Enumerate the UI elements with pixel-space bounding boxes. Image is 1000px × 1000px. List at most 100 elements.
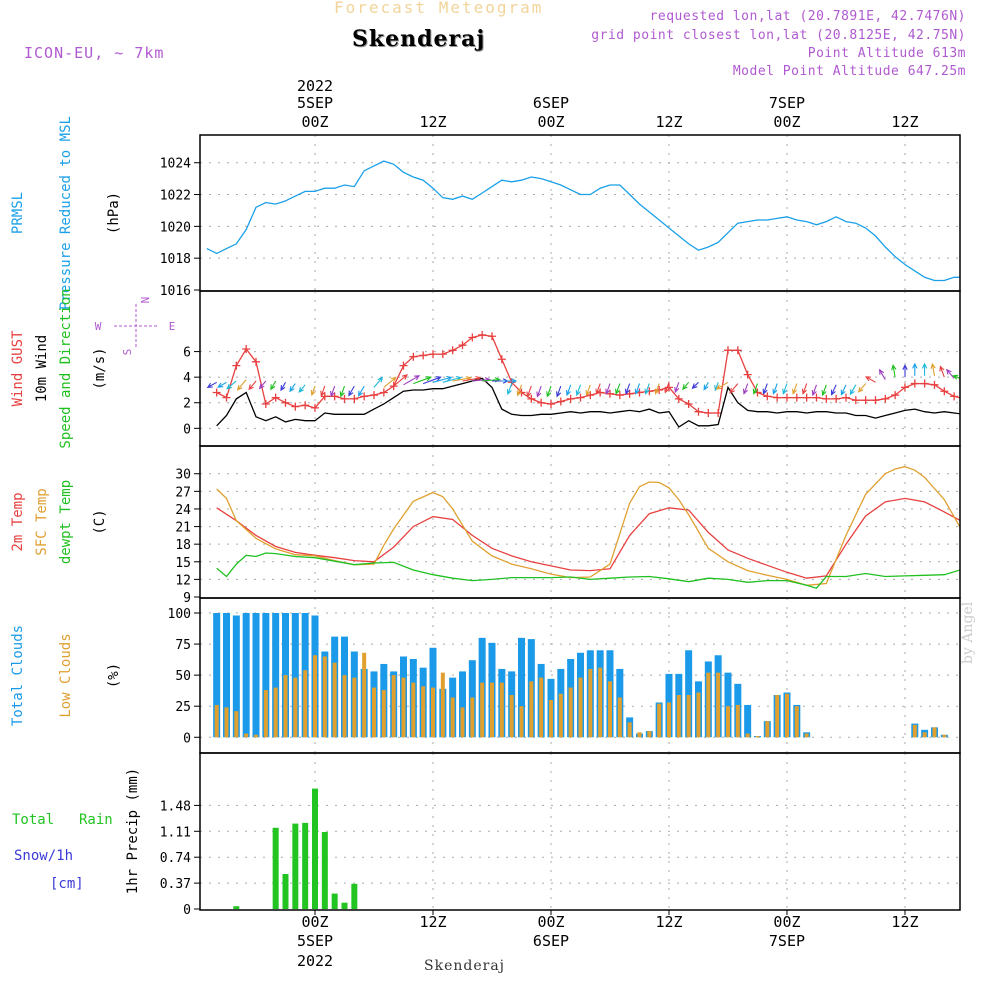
wind-arrow	[952, 374, 960, 380]
wind-arrow	[298, 384, 306, 393]
gust-point	[301, 401, 310, 410]
x-tick-label-top: 6SEP	[533, 94, 569, 112]
bar-low-clouds	[912, 724, 917, 738]
bar-total-clouds	[517, 637, 525, 738]
bar-low-clouds	[352, 677, 357, 738]
bar-low-clouds	[509, 695, 514, 738]
bar-low-clouds	[735, 704, 740, 738]
y-tick-label: 1.48	[160, 799, 191, 814]
wind-arrow	[742, 383, 749, 395]
bar-low-clouds	[607, 681, 612, 738]
model-altitude: Model Point Altitude 647.25m	[732, 64, 966, 79]
wind-arrow	[373, 376, 384, 388]
panel-temperature: 9 12 15 18 21 24 27 30 2m Temp SFC Temp dewpt Temp…	[10, 445, 961, 606]
bar-total-clouds	[242, 613, 250, 738]
gust-point	[271, 393, 280, 402]
axis-label: [cm]	[50, 876, 84, 892]
compass-n: N	[138, 297, 151, 304]
gust-point	[861, 396, 870, 405]
gust-point	[261, 400, 270, 409]
bar-low-clouds	[450, 697, 455, 738]
bar-low-clouds	[657, 703, 662, 738]
axis-label: Wind GUST	[10, 330, 26, 406]
y-tick-label: 1.11	[160, 825, 191, 840]
wind-arrow	[782, 383, 788, 395]
bar-low-clouds	[716, 672, 721, 738]
wind-arrow	[922, 362, 928, 376]
gust-point	[448, 346, 457, 355]
y-tick-label: 24	[175, 503, 191, 518]
bar-low-clouds	[598, 667, 603, 738]
gust-point	[674, 394, 683, 403]
bar-low-clouds	[804, 733, 809, 738]
bar-low-clouds	[686, 695, 691, 738]
bar-total-rain	[302, 822, 309, 909]
bar-total-clouds	[291, 613, 299, 738]
panel-frame	[199, 752, 961, 911]
axis-label: Low Clouds	[58, 633, 74, 717]
x-tick-label-bottom: 12Z	[655, 913, 682, 931]
axis-label: Speed and Direction	[58, 288, 74, 448]
wind-arrow	[830, 384, 837, 396]
bar-low-clouds	[401, 677, 406, 738]
bar-total-clouds	[252, 613, 260, 738]
gust-point	[291, 402, 300, 411]
series-precip	[233, 788, 358, 909]
wind-arrow	[891, 364, 897, 378]
requested-coords: requested lon,lat (20.7891E, 42.7476N)	[649, 9, 966, 24]
wind-arrow	[462, 375, 482, 382]
bar-low-clouds	[234, 711, 239, 738]
wind-arrow	[236, 379, 247, 391]
x-tick-label-top: 00Z	[537, 113, 564, 131]
compass-s: S	[121, 349, 134, 356]
wind-arrow	[939, 365, 945, 378]
gust-point	[311, 403, 319, 412]
gust-point	[871, 396, 880, 405]
wind-arrow	[654, 383, 660, 395]
wind-arrow	[206, 381, 217, 389]
wind-arrow	[857, 383, 867, 393]
axis-label: PRMSL	[10, 192, 26, 234]
gust-point	[959, 398, 960, 400]
bar-low-clouds	[489, 682, 494, 738]
bar-low-clouds	[647, 731, 652, 738]
bar-low-clouds	[303, 670, 308, 738]
wind-arrow	[357, 385, 365, 397]
bar-total-rain	[351, 883, 358, 909]
wind-arrow	[762, 383, 768, 395]
bar-low-clouds	[470, 697, 475, 738]
bar-low-clouds	[313, 655, 317, 738]
y-tick-label: 0	[183, 903, 191, 918]
y-tick-label: 100	[168, 607, 191, 622]
y-tick-label: 25	[175, 700, 191, 715]
wind-arrow	[556, 385, 562, 398]
y-tick-label: 30	[175, 468, 191, 483]
bar-low-clouds	[381, 690, 386, 738]
wind-arrow	[644, 383, 650, 395]
axis-label: Rain	[79, 812, 113, 828]
bar-low-clouds	[696, 692, 701, 738]
point-altitude: Point Altitude 613m	[807, 46, 966, 61]
gust-point	[664, 383, 673, 392]
gust-point	[822, 394, 831, 403]
wind-arrow	[902, 363, 908, 378]
wind-arrow	[624, 383, 631, 395]
compass-w: W	[95, 320, 102, 333]
gust-point	[409, 352, 418, 361]
wind-arrow	[393, 374, 408, 387]
wind-arrow	[811, 384, 818, 397]
wind-arrow	[248, 380, 257, 391]
series-line-dewpt-temp	[216, 552, 960, 589]
y-tick-label: 21	[175, 521, 191, 536]
wind-arrow	[516, 384, 523, 397]
wind-arrow	[682, 381, 690, 391]
y-tick-label: 9	[183, 591, 191, 606]
bar-low-clouds	[706, 672, 711, 738]
wind-arrow	[501, 378, 518, 384]
compass-rose: N S W E	[95, 297, 176, 356]
wind-arrow	[792, 383, 798, 395]
x-tick-label-top: 5SEP	[297, 94, 333, 112]
y-tick-label: 0	[183, 422, 191, 437]
gust-point	[733, 346, 742, 355]
gust-point	[546, 400, 555, 409]
